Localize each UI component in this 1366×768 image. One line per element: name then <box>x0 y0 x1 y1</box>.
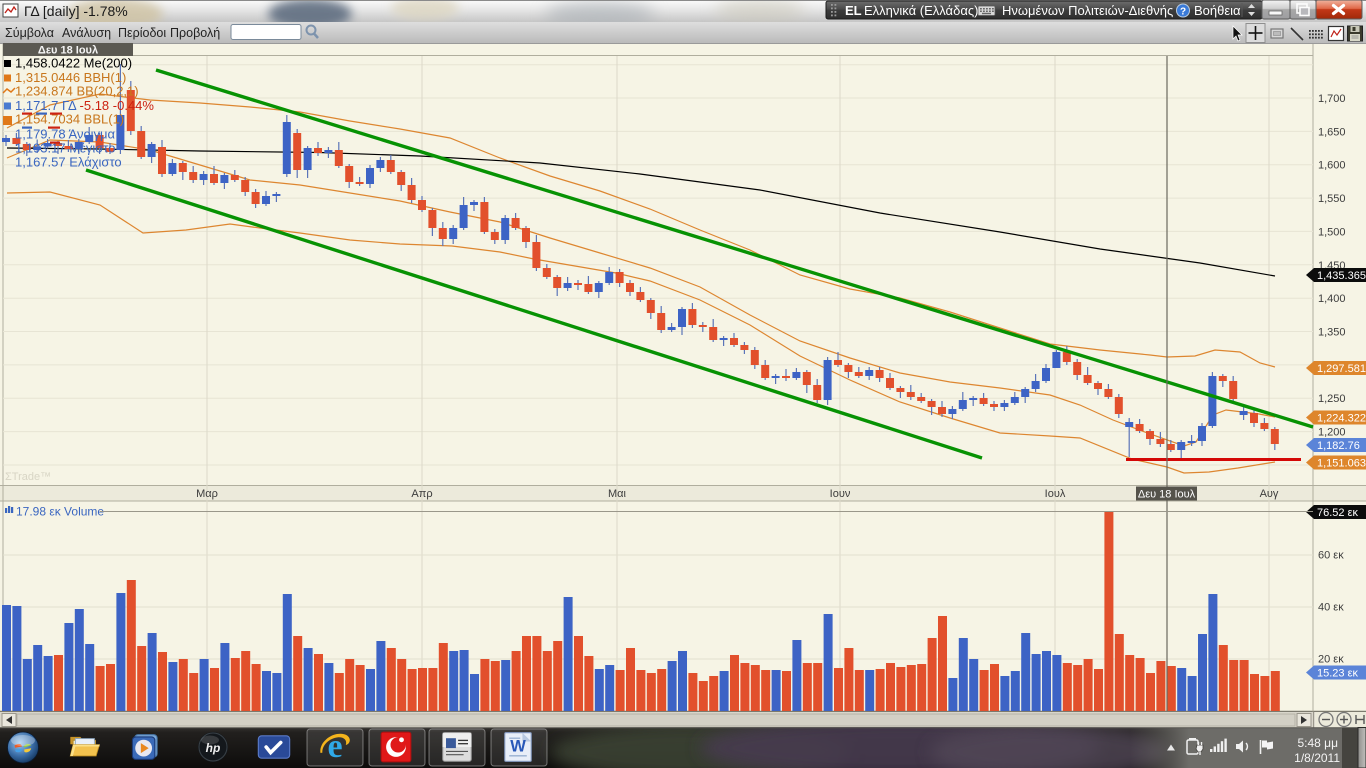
svg-text:Δευ 18 Ιουλ: Δευ 18 Ιουλ <box>38 45 98 57</box>
svg-text:Ηνωμένων Πολιτειών-Διεθνής: Ηνωμένων Πολιτειών-Διεθνής <box>1002 3 1173 18</box>
svg-text:hp: hp <box>206 741 221 755</box>
svg-text:Μαρ: Μαρ <box>196 488 218 500</box>
svg-text:15.23 εκ: 15.23 εκ <box>1317 668 1358 680</box>
svg-text:60 εκ: 60 εκ <box>1318 550 1344 562</box>
svg-text:Βοήθεια: Βοήθεια <box>1194 3 1241 18</box>
svg-text:1,179.78 Άνοιγμα: 1,179.78 Άνοιγμα <box>15 127 116 142</box>
svg-text:1,171.7 ΓΔ -5.18 -0.44%: 1,171.7 ΓΔ -5.18 -0.44% <box>15 98 154 113</box>
svg-text:1,167.57 Ελάχιστο: 1,167.57 Ελάχιστο <box>15 155 122 170</box>
svg-text:Αυγ: Αυγ <box>1260 488 1279 500</box>
svg-text:1/8/2011: 1/8/2011 <box>1294 751 1340 765</box>
svg-text:1,224.322: 1,224.322 <box>1317 413 1366 425</box>
svg-text:1,350: 1,350 <box>1318 327 1346 339</box>
svg-text:1,650: 1,650 <box>1318 126 1346 138</box>
svg-text:1,151.063: 1,151.063 <box>1317 458 1366 470</box>
svg-text:W: W <box>510 737 526 755</box>
svg-text:Ελληνικά (Ελλάδας): Ελληνικά (Ελλάδας) <box>864 3 978 18</box>
svg-text:1,200: 1,200 <box>1318 427 1346 439</box>
svg-text:1,182.76: 1,182.76 <box>1317 440 1360 452</box>
svg-text:1,250: 1,250 <box>1318 393 1346 405</box>
svg-text:20 εκ: 20 εκ <box>1318 654 1344 666</box>
svg-text:Μαι: Μαι <box>608 488 627 500</box>
svg-text:17.98 εκ Volume: 17.98 εκ Volume <box>16 505 104 519</box>
svg-text:1,700: 1,700 <box>1318 93 1346 105</box>
svg-text:Περίοδοι: Περίοδοι <box>118 26 166 40</box>
svg-text:Απρ: Απρ <box>411 488 432 500</box>
svg-text:Ανάλυση: Ανάλυση <box>62 26 111 40</box>
svg-text:1,193.17 Μέγιστο: 1,193.17 Μέγιστο <box>15 141 115 156</box>
svg-text:1,500: 1,500 <box>1318 226 1346 238</box>
svg-text:Δευ 18 Ιουλ: Δευ 18 Ιουλ <box>1138 489 1196 501</box>
svg-text:40 εκ: 40 εκ <box>1318 602 1344 614</box>
svg-text:76.52 εκ: 76.52 εκ <box>1317 507 1358 519</box>
svg-text:Ιουλ: Ιουλ <box>1045 488 1066 500</box>
svg-text:1,600: 1,600 <box>1318 160 1346 172</box>
svg-text:1,297.581: 1,297.581 <box>1317 363 1366 375</box>
svg-text:1,400: 1,400 <box>1318 293 1346 305</box>
svg-text:Σύμβολα: Σύμβολα <box>5 26 54 40</box>
svg-text:1,550: 1,550 <box>1318 193 1346 205</box>
svg-text:ΣTrade™: ΣTrade™ <box>5 471 51 483</box>
svg-text:Προβολή: Προβολή <box>170 26 220 40</box>
svg-text:ΓΔ [daily] -1.78%: ΓΔ [daily] -1.78% <box>24 3 128 19</box>
svg-text:1,435.365: 1,435.365 <box>1317 270 1366 282</box>
svg-text:?: ? <box>1180 7 1186 18</box>
svg-text:1,234.874 BB(20,2,1): 1,234.874 BB(20,2,1) <box>15 84 139 99</box>
svg-text:1,315.0446 BBH(1): 1,315.0446 BBH(1) <box>15 70 126 85</box>
svg-text:1,154.7034 BBL(1): 1,154.7034 BBL(1) <box>15 112 124 127</box>
svg-text:Ιουν: Ιουν <box>830 488 851 500</box>
svg-text:e: e <box>327 728 342 765</box>
svg-text:EL: EL <box>845 3 862 18</box>
svg-text:1,458.0422 Me(200): 1,458.0422 Me(200) <box>15 56 132 71</box>
svg-text:5:48 μμ: 5:48 μμ <box>1297 736 1338 750</box>
